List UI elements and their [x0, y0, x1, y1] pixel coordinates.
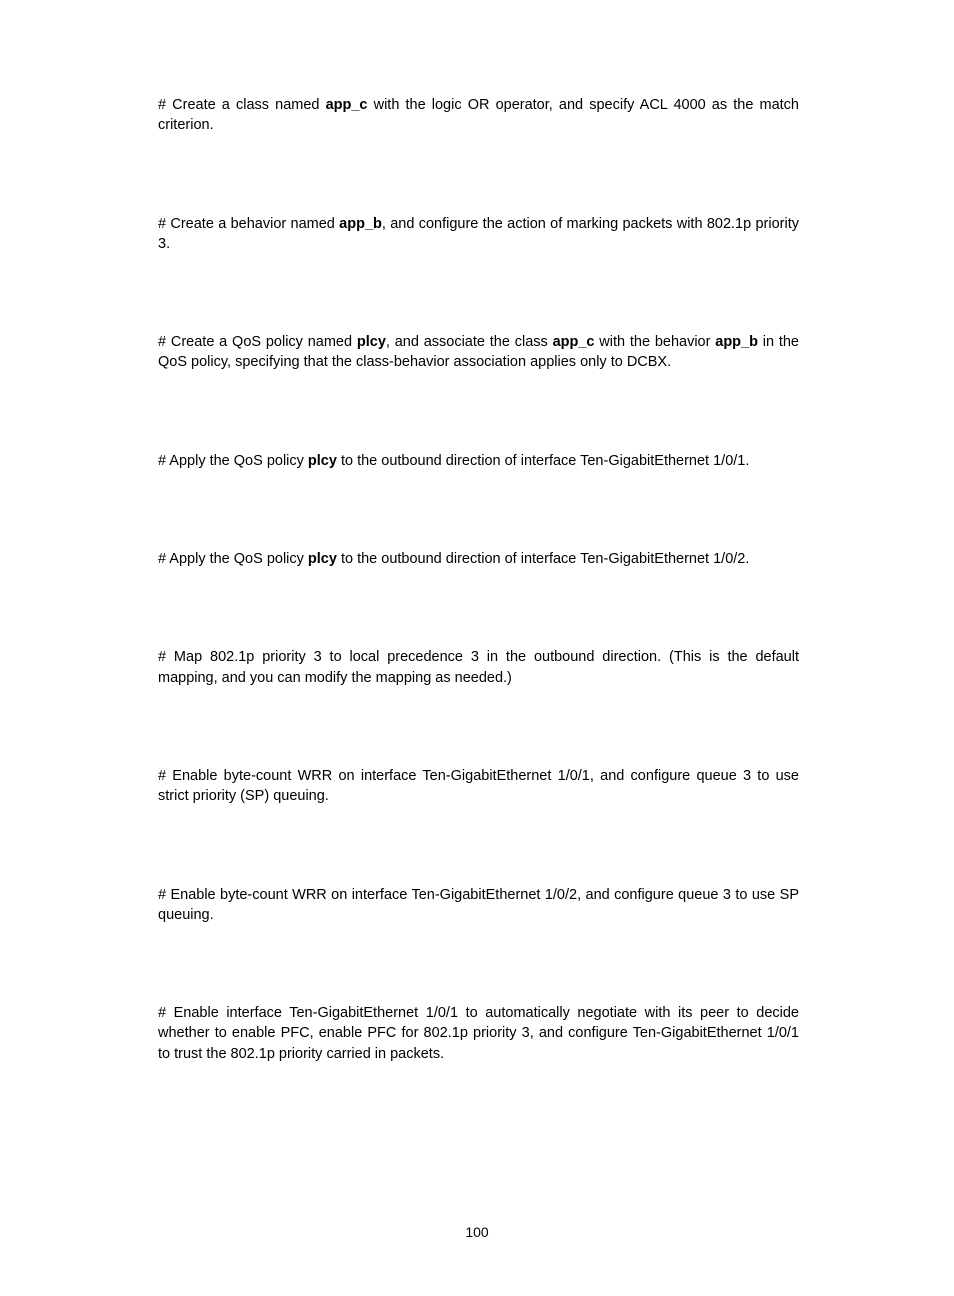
body-text: # Enable byte-count WRR on interface Ten…: [158, 768, 799, 804]
body-text: # Map 802.1p priority 3 to local precede…: [158, 649, 799, 685]
paragraph: # Create a QoS policy named plcy, and as…: [158, 332, 799, 373]
body-text: # Create a QoS policy named: [158, 334, 357, 350]
body-text: # Apply the QoS policy: [158, 453, 308, 469]
page-body: # Create a class named app_c with the lo…: [0, 0, 954, 1064]
body-text: to the outbound direction of interface T…: [337, 551, 749, 567]
bold-text: plcy: [308, 551, 337, 567]
paragraph: # Enable interface Ten-GigabitEthernet 1…: [158, 1003, 799, 1064]
body-text: , and associate the class: [386, 334, 553, 350]
bold-text: plcy: [308, 453, 337, 469]
bold-text: plcy: [357, 334, 386, 350]
paragraph: # Map 802.1p priority 3 to local precede…: [158, 647, 799, 688]
bold-text: app_c: [326, 97, 368, 113]
paragraph: # Enable byte-count WRR on interface Ten…: [158, 766, 799, 807]
body-text: # Enable byte-count WRR on interface Ten…: [158, 887, 799, 923]
bold-text: app_b: [715, 334, 758, 350]
paragraph: # Create a class named app_c with the lo…: [158, 95, 799, 136]
body-text: to the outbound direction of interface T…: [337, 453, 749, 469]
body-text: # Create a class named: [158, 97, 326, 113]
body-text: # Create a behavior named: [158, 216, 339, 232]
paragraph: # Apply the QoS policy plcy to the outbo…: [158, 451, 799, 471]
page-number: 100: [0, 1224, 954, 1240]
paragraph: # Enable byte-count WRR on interface Ten…: [158, 885, 799, 926]
paragraph: # Apply the QoS policy plcy to the outbo…: [158, 549, 799, 569]
body-text: # Enable interface Ten-GigabitEthernet 1…: [158, 1005, 799, 1062]
body-text: with the behavior: [594, 334, 715, 350]
bold-text: app_c: [553, 334, 595, 350]
paragraph: # Create a behavior named app_b, and con…: [158, 214, 799, 255]
body-text: # Apply the QoS policy: [158, 551, 308, 567]
bold-text: app_b: [339, 216, 382, 232]
